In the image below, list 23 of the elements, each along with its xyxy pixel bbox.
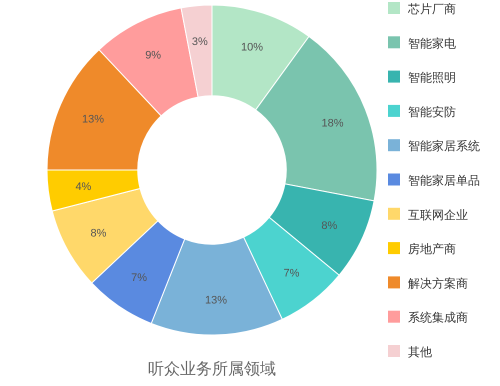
legend-label: 智能照明 xyxy=(408,70,456,85)
text: 听众业务所属领域 xyxy=(148,360,276,378)
legend-label: 智能安防 xyxy=(408,104,456,119)
legend-label: 互联网企业 xyxy=(408,208,468,222)
legend-label: 智能家居单品 xyxy=(408,174,480,188)
legend-label: 系统集成商 xyxy=(408,310,468,325)
data-label: 13% xyxy=(82,114,104,126)
data-label: 7% xyxy=(131,272,148,284)
data-label: 7% xyxy=(283,267,300,280)
legend-label: 解决方案商 xyxy=(408,276,468,290)
legend-label: 智能家电 xyxy=(408,36,456,50)
data-label: 18% xyxy=(322,117,344,130)
data-label: 10% xyxy=(241,42,264,54)
legend-label: 其他 xyxy=(408,345,432,359)
data-label: 8% xyxy=(90,227,107,240)
data-label: 4% xyxy=(75,181,92,194)
legend-label: 房地产商 xyxy=(408,242,456,256)
data-label: 8% xyxy=(321,220,338,232)
data-label: 9% xyxy=(145,50,162,62)
data-label: 13% xyxy=(205,294,228,307)
legend-label: 芯片厂商 xyxy=(407,2,456,16)
data-label: 3% xyxy=(192,36,208,48)
legend-label: 智能家居系统 xyxy=(408,139,480,154)
